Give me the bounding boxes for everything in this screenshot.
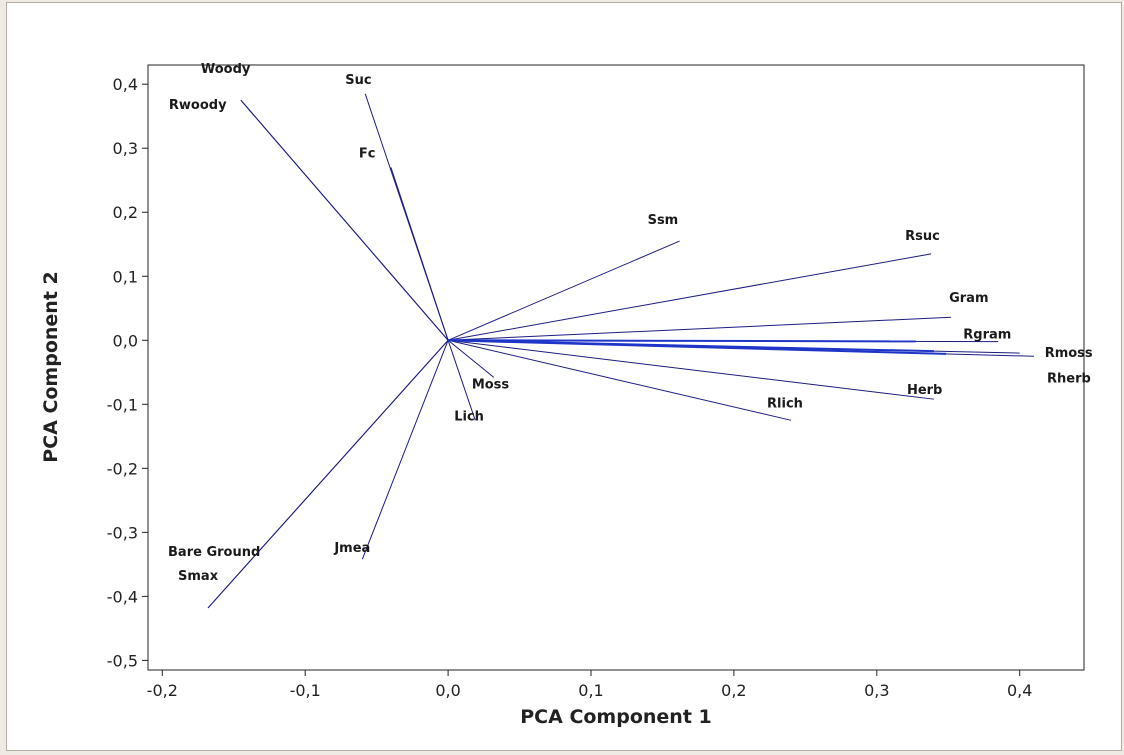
vector-highlight-rherb bbox=[448, 339, 947, 355]
vector-label-herb: Herb bbox=[907, 383, 942, 398]
x-tick-label: 0,4 bbox=[1007, 681, 1032, 700]
vector-label-rsuc: Rsuc bbox=[905, 229, 940, 244]
y-axis-title: PCA Component 2 bbox=[40, 271, 62, 463]
vector-line-jmea bbox=[361, 340, 449, 560]
x-tick-label: 0,1 bbox=[578, 681, 603, 700]
vector-line-smax bbox=[207, 339, 449, 609]
vector-label-lich: Lich bbox=[454, 409, 484, 424]
vector-line-ssm bbox=[447, 240, 680, 341]
vector-labels: Woody Rwoody Suc Fc Ssm Rsuc Gram Rgram Rmoss Rhe… bbox=[168, 62, 1093, 584]
vector-line-rlich bbox=[447, 339, 792, 421]
vector-highlight-rgram bbox=[448, 339, 916, 343]
y-tick-label: 0,4 bbox=[113, 75, 138, 94]
vector-line-gram bbox=[448, 316, 952, 341]
vector-label-gram: Gram bbox=[949, 291, 988, 306]
vector-line-rsuc bbox=[448, 253, 932, 341]
y-tick-label: -0,1 bbox=[107, 395, 138, 414]
vector-line-rwoody bbox=[240, 99, 449, 341]
x-tick-label: 0,0 bbox=[435, 681, 460, 700]
vector-label-rgram: Rgram bbox=[963, 328, 1011, 343]
x-axis-title: PCA Component 1 bbox=[520, 706, 712, 728]
y-tick-label: -0,2 bbox=[107, 459, 138, 478]
vector-label-ssm: Ssm bbox=[648, 213, 679, 228]
vector-line-fc bbox=[390, 167, 449, 341]
y-tick-label: -0,5 bbox=[107, 651, 138, 670]
vector-label-jmea: Jmea bbox=[333, 541, 370, 556]
y-axis-ticks: 0,4 0,3 0,2 0,1 0,0 -0,1 -0,2 -0,3 -0,4 -0,5 bbox=[107, 75, 148, 670]
y-tick-label: 0,0 bbox=[113, 331, 138, 350]
vector-label-rherb: Rherb bbox=[1047, 371, 1091, 386]
y-tick-label: 0,2 bbox=[113, 203, 138, 222]
vector-label-bare-ground: Bare Ground bbox=[168, 545, 260, 560]
y-tick-label: 0,3 bbox=[113, 139, 138, 158]
vector-label-rlich: Rlich bbox=[767, 396, 803, 411]
vector-label-moss: Moss bbox=[472, 377, 510, 392]
y-tick-label: 0,1 bbox=[113, 267, 138, 286]
vector-label-woody: Woody bbox=[201, 62, 251, 77]
y-tick-label: -0,4 bbox=[107, 587, 138, 606]
x-tick-label: -0,1 bbox=[290, 681, 321, 700]
vector-line-moss bbox=[447, 339, 495, 378]
y-tick-label: -0,3 bbox=[107, 523, 138, 542]
vector-label-rmoss: Rmoss bbox=[1045, 346, 1093, 361]
vector-label-suc: Suc bbox=[345, 73, 371, 88]
loading-vectors bbox=[207, 93, 1034, 609]
x-tick-label: -0,2 bbox=[147, 681, 178, 700]
x-tick-label: 0,2 bbox=[721, 681, 746, 700]
x-axis-ticks: -0,2 -0,1 0,0 0,1 0,2 0,3 0,4 bbox=[147, 670, 1032, 700]
vector-label-smax: Smax bbox=[178, 569, 219, 584]
x-tick-label: 0,3 bbox=[864, 681, 889, 700]
vector-line-lich bbox=[447, 340, 476, 421]
vector-line-herb bbox=[448, 339, 935, 400]
plot-area bbox=[147, 64, 1085, 671]
vector-label-rwoody: Rwoody bbox=[169, 98, 227, 113]
vector-label-fc: Fc bbox=[359, 146, 376, 161]
